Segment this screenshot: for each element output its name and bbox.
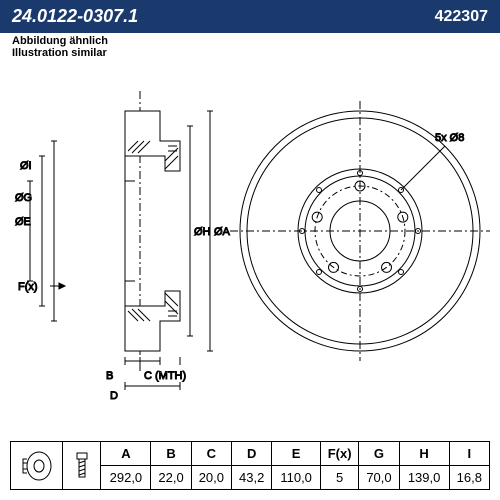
alt-part-code: 422307 [435, 8, 488, 26]
subtitle: Abbildung ähnlich Illustration similar [0, 33, 500, 61]
dim-label: ØE [15, 216, 31, 228]
bolt-icon [70, 449, 94, 483]
col-header: A [101, 442, 151, 466]
dim-label: D [110, 390, 118, 401]
cell-value: 20,0 [191, 466, 231, 490]
bolt-icon-cell [62, 442, 101, 490]
disc-icon [19, 449, 53, 483]
technical-drawing: ØI ØG ØE ØH ØA F(x) B C (MTH) D [10, 61, 490, 401]
col-header: F(x) [320, 442, 358, 466]
dim-label: C (MTH) [144, 370, 186, 382]
cell-value: 43,2 [232, 466, 272, 490]
dim-label: F(x) [18, 281, 38, 293]
dim-label: ØG [15, 192, 32, 204]
cell-value: 70,0 [359, 466, 399, 490]
main-part-code: 24.0122-0307.1 [12, 6, 138, 27]
dim-label: ØI [20, 160, 32, 172]
col-header: H [399, 442, 449, 466]
col-header: D [232, 442, 272, 466]
table-header-row: A B C D E F(x) G H I [11, 442, 490, 466]
dim-label: B [106, 370, 113, 382]
disc-icon-cell [11, 442, 63, 490]
front-label: 5x Ø8 [435, 132, 464, 144]
subtitle-line2: Illustration similar [12, 47, 488, 59]
spec-table: A B C D E F(x) G H I 292,0 22,0 20,0 43,… [10, 441, 490, 490]
cell-value: 22,0 [151, 466, 191, 490]
cell-value: 16,8 [449, 466, 489, 490]
dim-label: ØH [194, 226, 211, 238]
header-bar: 24.0122-0307.1 422307 [0, 0, 500, 33]
cell-value: 139,0 [399, 466, 449, 490]
col-header: G [359, 442, 399, 466]
cell-value: 292,0 [101, 466, 151, 490]
col-header: I [449, 442, 489, 466]
col-header: E [272, 442, 321, 466]
subtitle-line1: Abbildung ähnlich [12, 35, 488, 47]
cell-value: 5 [320, 466, 358, 490]
dim-label: ØA [214, 226, 231, 238]
cell-value: 110,0 [272, 466, 321, 490]
col-header: B [151, 442, 191, 466]
col-header: C [191, 442, 231, 466]
